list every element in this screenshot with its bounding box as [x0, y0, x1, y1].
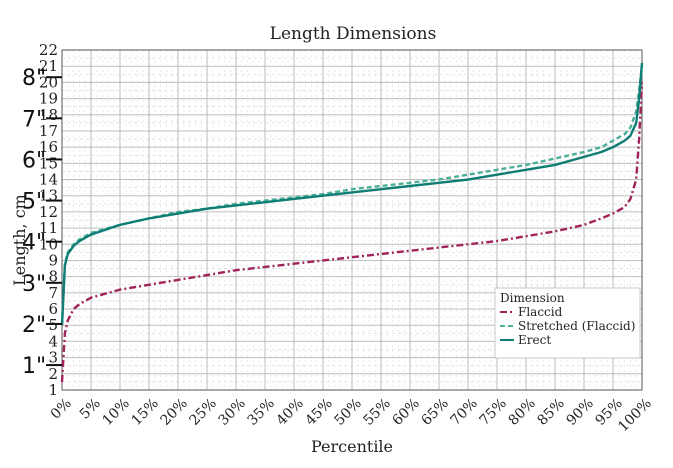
- y-tick-label: 7: [48, 284, 58, 302]
- x-tick-label: 75%: [477, 396, 510, 429]
- x-tick-label: 60%: [390, 396, 423, 429]
- series-line-erect: [60, 62, 644, 326]
- y-tick-label: 1: [48, 381, 58, 399]
- inch-annotation: 1": [22, 354, 46, 379]
- x-ticks: 0% 5%10%15%20%25%30%35%40%45%50%55%60%65%…: [48, 396, 655, 436]
- x-tick-label: 15%: [129, 396, 162, 429]
- y-tick-label: 8: [48, 268, 58, 286]
- x-tick-label: 80%: [506, 396, 539, 429]
- x-tick-label: 35%: [245, 396, 278, 429]
- y-tick-label: 6: [48, 300, 58, 318]
- y-tick-label: 19: [39, 90, 58, 108]
- legend-label: Erect: [518, 333, 551, 347]
- x-tick-label: 45%: [303, 396, 336, 429]
- y-tick-label: 3: [48, 349, 58, 367]
- x-tick-label: 25%: [187, 396, 220, 429]
- y-tick-label: 17: [39, 122, 58, 140]
- x-tick-label: 90%: [564, 396, 597, 429]
- y-tick-label: 11: [39, 219, 58, 237]
- x-tick-label: 50%: [332, 396, 365, 429]
- chart-title: Length Dimensions: [270, 24, 437, 44]
- series-lines: [60, 62, 644, 382]
- x-tick-label: 10%: [100, 396, 133, 429]
- y-tick-label: 16: [39, 138, 58, 156]
- y-tick-label: 4: [48, 332, 58, 350]
- grid: [61, 49, 643, 391]
- y-tick-label: 10: [39, 235, 58, 253]
- inch-annotation: 2": [22, 313, 46, 338]
- y-tick-label: 2: [48, 365, 58, 383]
- legend-label: Stretched (Flaccid): [518, 319, 635, 333]
- x-tick-label: 100%: [615, 396, 655, 436]
- x-tick-label: 65%: [419, 396, 452, 429]
- y-tick-label: 14: [39, 171, 58, 189]
- x-tick-label: 85%: [535, 396, 568, 429]
- y-tick-label: 21: [39, 57, 58, 75]
- legend-box: [494, 287, 641, 359]
- y-tick-label: 12: [39, 203, 58, 221]
- x-axis-label: Percentile: [311, 437, 393, 456]
- series-line-flaccid: [60, 82, 644, 382]
- y-tick-label: 22: [39, 41, 58, 59]
- x-tick-label: 20%: [158, 396, 191, 429]
- y-tick-label: 9: [48, 251, 58, 269]
- inch-annotation: 6": [22, 148, 46, 173]
- inch-annotation: 7": [22, 107, 46, 132]
- inch-annotation: 8": [22, 66, 46, 91]
- inch-annotation: 5": [22, 190, 46, 215]
- x-tick-label: 0%: [48, 396, 75, 423]
- x-tick-label: 40%: [274, 396, 307, 429]
- inch-annotation: 3": [22, 272, 46, 297]
- legend-label: Flaccid: [518, 305, 563, 319]
- x-tick-label: 30%: [216, 396, 249, 429]
- x-tick-label: 55%: [361, 396, 394, 429]
- plot-area-border: [61, 49, 643, 391]
- x-tick-label: 70%: [448, 396, 481, 429]
- legend-title: Dimension: [500, 291, 565, 305]
- inch-annotation: 4": [22, 231, 46, 256]
- y-axis-label: Length, cm: [10, 194, 29, 286]
- y-tick-label: 5: [48, 316, 58, 334]
- inch-annotations: 1" 2" 3" 4" 5" 6" 7" 8": [22, 66, 62, 379]
